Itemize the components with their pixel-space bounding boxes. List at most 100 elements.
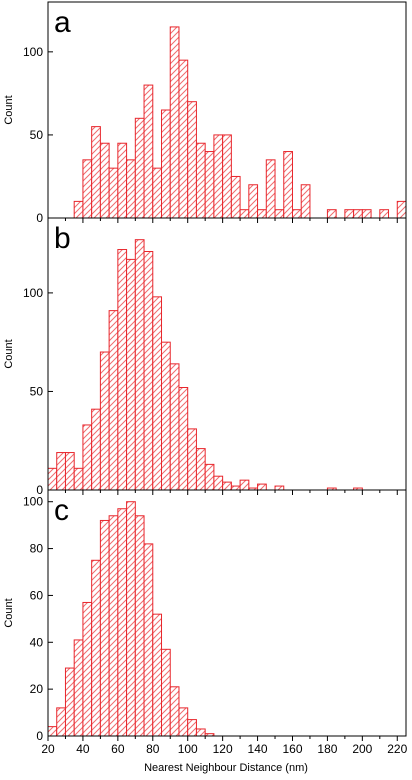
histogram-bar [178,59,189,219]
x-tick-label: 100 [178,742,198,756]
histogram-bar [152,613,163,737]
histogram-bar [195,142,206,219]
histogram-bar [82,424,93,491]
histogram-bar [64,452,75,491]
histogram-bar [230,485,241,491]
x-tick-label: 80 [146,742,160,756]
y-tick-label: 40 [30,635,44,649]
histogram-bar [187,101,197,219]
y-axis-title: Count [3,339,15,368]
histogram-bar [99,142,110,219]
histogram-bar [134,117,145,219]
histogram-bar [274,209,285,219]
histogram-bar [161,341,171,491]
x-tick-label: 40 [76,742,90,756]
histogram-bar [152,296,163,491]
histogram-bar [82,601,93,737]
histogram-bar [239,209,250,219]
histogram-bar [56,707,66,737]
histogram-bar [222,481,232,491]
histogram-bar [213,475,224,491]
y-tick-label: 0 [36,729,43,743]
y-tick-label: 50 [30,128,44,142]
histogram-bar [379,209,390,219]
histogram-bar [134,239,145,491]
histogram-bar [99,351,110,491]
histogram-bar [47,467,58,491]
histogram-bar [108,167,119,219]
panel-label: a [54,6,71,39]
histogram-bar [187,428,197,491]
histogram-bar [56,452,66,491]
y-axis-title: Count [3,95,15,124]
histogram-bar [326,209,337,219]
histogram-bar [143,251,154,491]
histogram-bar [169,686,180,737]
x-tick-label: 220 [387,742,407,756]
y-tick-label: 20 [30,682,44,696]
histogram-bar [283,151,293,219]
histogram-bar [230,175,241,219]
histogram-bar [161,648,171,737]
histogram-bar [195,448,206,491]
histogram-bar [143,543,154,737]
histogram-bar [152,167,163,219]
x-tick-label: 180 [317,742,337,756]
histogram-bar [108,515,119,737]
x-tick-label: 140 [248,742,268,756]
histogram-bar [91,126,101,219]
histogram-bar [291,209,302,219]
histogram-bar [99,519,110,737]
y-axis-title: Count [3,598,15,627]
histogram-bar [117,142,128,219]
histogram-bar [82,159,93,219]
histogram-bar [161,109,171,219]
histogram-bar [143,84,154,219]
y-tick-label: 100 [23,45,43,59]
histogram-bar [73,639,84,737]
y-tick-label: 80 [30,542,44,556]
histogram-bar [204,151,215,219]
histogram-bar [361,209,372,219]
y-tick-label: 0 [36,483,43,497]
histogram-bar [91,559,101,737]
y-tick-label: 100 [23,286,43,300]
histogram-bar [396,200,407,219]
histogram-bar [73,467,84,491]
histogram-bar [117,508,128,737]
histogram-bar [178,387,189,491]
histogram-bar [257,483,267,491]
histogram-bar [169,26,180,219]
x-tick-label: 120 [213,742,233,756]
histogram-bar [248,184,259,219]
histogram-bar [47,726,58,737]
histogram-bar [274,485,285,491]
histogram-bar [195,728,206,737]
histogram-bar [265,159,276,219]
histogram-bar [117,249,128,491]
histogram-bar [213,134,224,219]
y-tick-label: 50 [30,384,44,398]
histogram-bar [126,501,136,737]
panel-a: 0 50 100 Count a [3,1,407,225]
histogram-bar [239,479,250,491]
histogram-bar [222,134,232,219]
panel-label: c [54,494,69,527]
panel-label: b [54,222,71,255]
histogram-bar [91,408,101,491]
panel-b: 0 50 100 Count b [3,217,407,497]
y-tick-label: 60 [30,588,44,602]
histogram-bar [257,209,267,219]
histogram-bar [126,159,136,219]
panel-c: 0 20 40 60 80 100 Count c [3,489,407,743]
histogram-bar [187,719,197,737]
x-axis-title: Nearest Neighbour Distance (nm) [144,762,308,774]
x-tick-label: 200 [352,742,372,756]
histogram-bar [204,463,215,491]
histogram-bar [134,515,145,737]
histogram-bar [178,707,189,737]
histogram-bar [126,258,136,491]
histogram-bar [344,209,355,219]
plot-frame [47,489,407,737]
